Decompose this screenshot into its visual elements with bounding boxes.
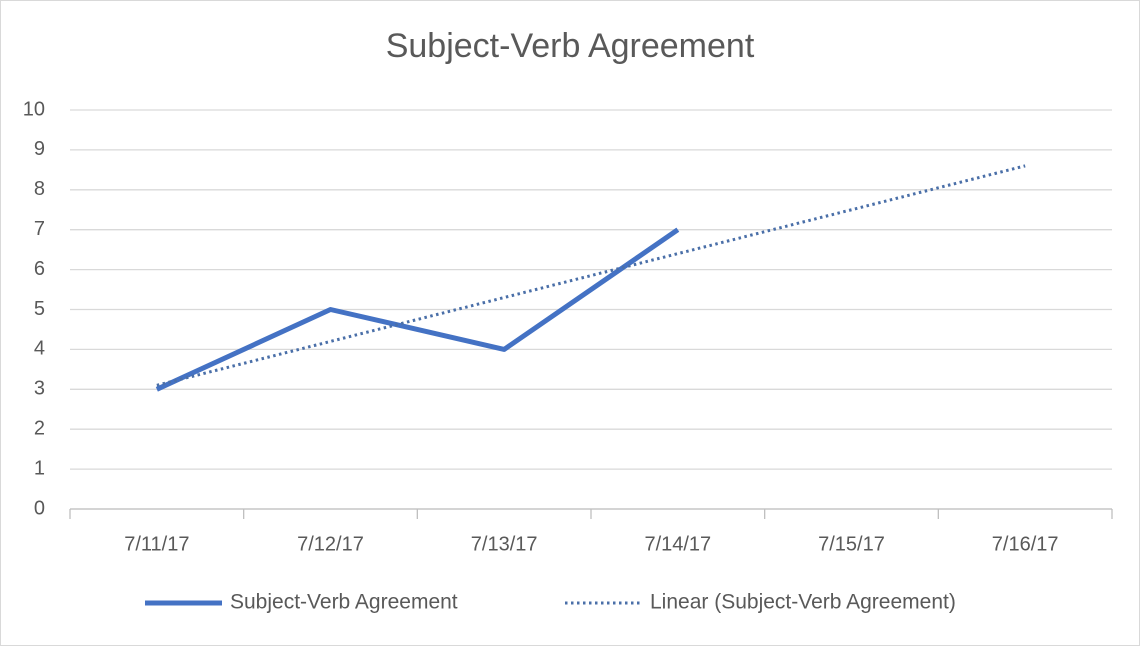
y-tick-label: 10 — [23, 98, 45, 120]
x-tick-label: 7/12/17 — [297, 533, 364, 555]
y-tick-label: 1 — [34, 457, 45, 479]
series-line — [155, 227, 680, 392]
y-tick-label: 9 — [34, 138, 45, 160]
x-tick-label: 7/15/17 — [818, 533, 885, 555]
legend-label: Linear (Subject-Verb Agreement) — [650, 591, 956, 614]
y-tick-label: 0 — [34, 497, 45, 519]
series-line — [156, 164, 1026, 387]
legend-label: Subject-Verb Agreement — [230, 591, 458, 614]
y-tick-label: 8 — [34, 178, 45, 200]
x-tick-label: 7/14/17 — [644, 533, 711, 555]
chart-title: Subject-Verb Agreement — [386, 27, 755, 65]
y-tick-label: 3 — [34, 378, 45, 400]
y-tick-label: 2 — [34, 417, 45, 439]
y-tick-label: 7 — [34, 218, 45, 240]
y-tick-label: 4 — [34, 338, 45, 360]
x-tick-label: 7/13/17 — [471, 533, 538, 555]
x-tick-label: 7/16/17 — [992, 533, 1059, 555]
y-tick-label: 6 — [34, 258, 45, 280]
x-tick-label: 7/11/17 — [124, 533, 189, 555]
y-tick-label: 5 — [34, 298, 45, 320]
